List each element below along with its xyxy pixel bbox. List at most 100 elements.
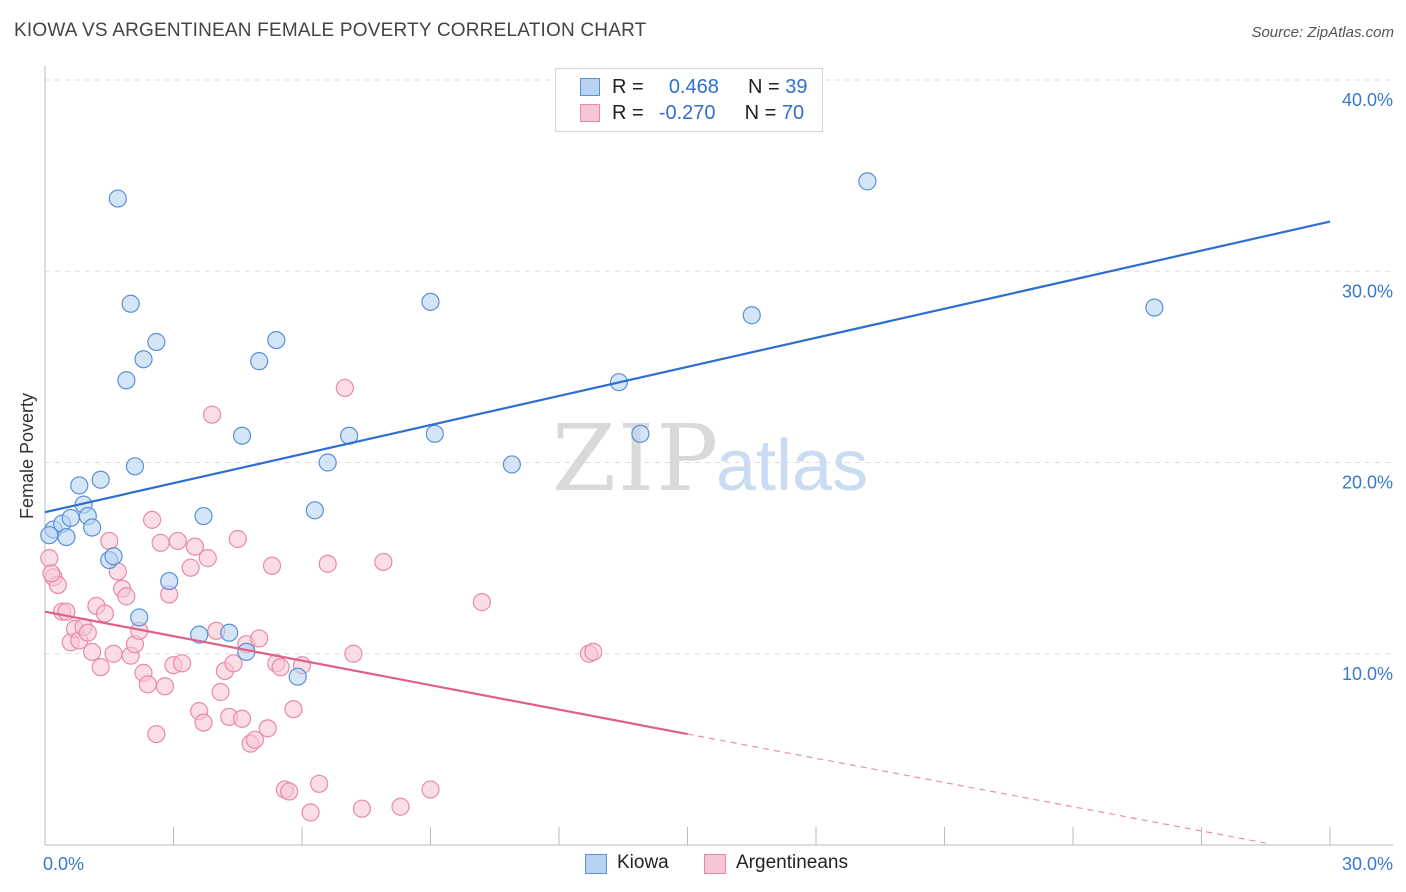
kiowa-point-21	[220, 623, 239, 642]
argentineans-point-47	[245, 730, 264, 749]
argentineans-point-14	[100, 531, 119, 551]
kiowa-point-11	[108, 189, 127, 208]
correlation-legend: R = 0.468 N = 39 R = -0.270 N = 70	[555, 68, 823, 132]
argentineans-swatch	[580, 104, 600, 122]
argentineans-point-64	[391, 797, 410, 816]
arg-n-value: 70	[781, 102, 805, 124]
argentineans-point-26	[151, 533, 170, 552]
kiowa-point-3	[61, 508, 80, 528]
argentineans-trend-line	[44, 610, 688, 736]
kiowa-point-19	[190, 625, 209, 644]
kiowa-point-27	[305, 501, 324, 520]
kiowa-r-value: 0.468	[668, 76, 719, 98]
kiowa-r-label: R =	[612, 76, 644, 98]
argentineans-point-13	[95, 604, 115, 623]
kiowa-point-15	[130, 608, 149, 627]
argentineans-point-25	[147, 724, 166, 744]
kiowa-point-34	[631, 424, 650, 443]
argentineans-legend-swatch	[704, 854, 726, 874]
kiowa-point-25	[267, 331, 286, 350]
argentineans-point-35	[194, 713, 213, 732]
y-tick-label-0: 10.0%	[1342, 664, 1393, 684]
argentineans-points	[40, 378, 603, 822]
kiowa-point-10	[104, 547, 123, 566]
argentineans-point-69	[42, 564, 61, 583]
gridlines	[45, 79, 1393, 655]
kiowa-trend-line	[44, 220, 1331, 514]
argentineans-point-31	[172, 654, 192, 673]
argentineans-point-9	[78, 623, 97, 642]
argentineans-point-52	[271, 658, 290, 677]
kiowa-point-36	[858, 172, 877, 191]
trend-lines	[44, 220, 1331, 844]
argentineans-point-0	[40, 549, 59, 568]
x-tick-label-1: 30.0%	[1342, 854, 1393, 874]
kiowa-point-12	[117, 371, 136, 390]
kiowa-point-18	[160, 571, 179, 591]
kiowa-point-8	[91, 470, 110, 489]
arg-n-label: N =	[744, 102, 777, 124]
argentineans-point-43	[228, 529, 247, 549]
y-tick-label-3: 40.0%	[1342, 90, 1393, 110]
argentineans-point-36	[198, 549, 217, 568]
argentineans-point-59	[318, 554, 337, 573]
watermark-zip: ZIP	[552, 405, 720, 512]
kiowa-point-26	[288, 667, 307, 686]
kiowa-swatch	[580, 78, 600, 96]
chart-title: KIOWA VS ARGENTINEAN FEMALE POVERTY CORR…	[14, 20, 647, 41]
argentineans-point-60	[335, 378, 354, 398]
kiowa-point-35	[742, 306, 761, 325]
kiowa-n-label: N =	[748, 76, 780, 98]
argentineans-point-33	[185, 537, 205, 556]
argentineans-point-37	[202, 405, 222, 424]
arg-r-value: -0.270	[658, 102, 716, 124]
argentineans-trend-extension	[687, 733, 1266, 844]
kiowa-point-17	[147, 332, 166, 352]
argentineans-point-57	[301, 803, 320, 822]
argentineans-point-12	[91, 658, 110, 677]
kiowa-point-30	[421, 292, 440, 311]
arg-r-label: R =	[612, 102, 644, 124]
argentineans-point-58	[310, 774, 329, 793]
kiowa-point-31	[425, 424, 444, 443]
argentineans-point-55	[284, 700, 303, 719]
argentineans-point-42	[224, 654, 243, 673]
kiowa-point-20	[194, 506, 213, 526]
kiowa-point-37	[1145, 298, 1164, 317]
kiowa-point-14	[125, 457, 145, 476]
argentineans-point-32	[181, 558, 200, 577]
y-axis-label: Female Poverty	[17, 393, 37, 519]
kiowa-point-4	[70, 476, 89, 495]
kiowa-n-value: 39	[785, 76, 808, 98]
kiowa-point-38	[40, 526, 59, 545]
argentineans-point-50	[262, 556, 282, 575]
argentineans-point-30	[168, 531, 187, 551]
argentineans-point-18	[117, 587, 136, 606]
argentineans-point-24	[142, 510, 162, 529]
source-credit: Source: ZipAtlas.com	[1251, 24, 1394, 41]
argentineans-legend-label: Argentineans	[736, 852, 848, 873]
y-tick-label-1: 20.0%	[1342, 473, 1393, 493]
kiowa-legend-swatch	[585, 854, 607, 874]
kiowa-point-7	[83, 518, 102, 537]
argentineans-point-49	[258, 719, 277, 738]
argentineans-point-61	[344, 644, 363, 663]
kiowa-point-13	[121, 294, 140, 313]
kiowa-points	[40, 172, 1164, 686]
axes	[44, 66, 1393, 846]
argentineans-point-65	[421, 780, 440, 799]
kiowa-point-22	[232, 426, 252, 445]
y-tick-label-2: 30.0%	[1342, 281, 1393, 301]
kiowa-point-16	[134, 350, 153, 369]
watermark: ZIP atlas	[552, 405, 868, 512]
kiowa-point-24	[250, 352, 269, 371]
argentineans-point-39	[211, 682, 230, 702]
watermark-atlas: atlas	[716, 426, 868, 506]
kiowa-point-2	[57, 527, 76, 547]
x-tick-label-0: 0.0%	[43, 854, 84, 874]
argentineans-point-15	[104, 644, 123, 663]
kiowa-point-32	[502, 455, 521, 474]
argentineans-point-54	[280, 782, 299, 801]
argentineans-point-27	[155, 677, 175, 696]
